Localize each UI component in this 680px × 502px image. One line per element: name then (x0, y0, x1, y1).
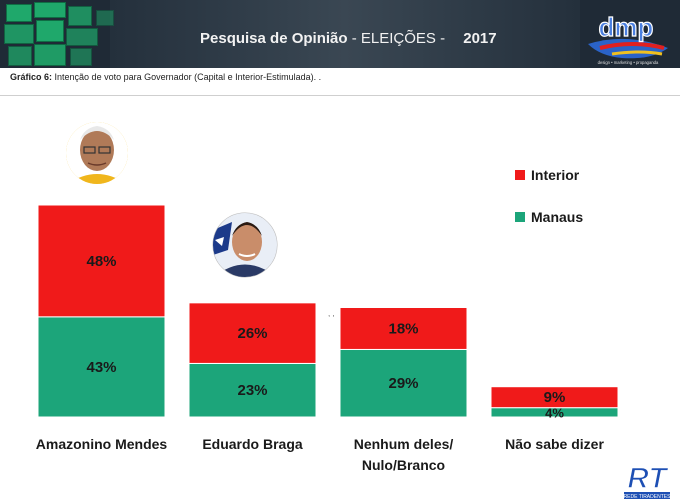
rt-watermark-logo: RT REDE TIRADENTES (624, 461, 672, 500)
data-label-manaus-nao-sabe-dizer: 4% (545, 405, 564, 420)
bar-manaus-nenhum-deles-nulo-branco (339, 348, 468, 418)
data-label-manaus-amazonino-mendes: 43% (86, 359, 116, 376)
caption-text: Intenção de voto para Governador (Capita… (54, 72, 322, 82)
photo-eduardo-braga (212, 212, 278, 278)
legend-label-manaus: Manaus (531, 209, 583, 225)
header-title-main: Pesquisa de Opinião (200, 30, 348, 47)
bar-group: 43% 48% 23% 26% 29% 18% 4%9% (37, 204, 619, 420)
caption-label: Gráfico 6: (10, 72, 53, 82)
header-gradient (110, 0, 580, 68)
header-title-sub: - ELEIÇÕES - (351, 30, 446, 47)
category-label-nenhum-deles-nulo-branco-line-2: Nulo/Branco (362, 457, 445, 473)
legend-label-interior: Interior (531, 167, 580, 183)
bar-interior-nenhum-deles-nulo-branco (339, 307, 468, 350)
stacked-bar-chart: , , 43% 48% 23% 26% 29% 18% 4%9% Interior Manau… (36, 122, 619, 473)
chart-caption: Gráfico 6: Intenção de voto para Governa… (10, 72, 321, 82)
data-label-manaus-eduardo-braga: 23% (237, 382, 267, 399)
caption-divider (0, 95, 680, 96)
legend-swatch-manaus (515, 212, 525, 222)
header-tile-pattern (0, 0, 120, 68)
photo-amazonino-mendes (66, 122, 128, 184)
stray-mark: , , (328, 309, 335, 318)
report-header: Pesquisa de Opinião - ELEIÇÕES - 2017 dm… (0, 0, 680, 68)
header-title: Pesquisa de Opinião - ELEIÇÕES - 2017 (200, 30, 497, 47)
header-year: 2017 (463, 30, 497, 47)
category-labels: Amazonino Mendes Eduardo Braga Nenhum dele… (36, 436, 605, 473)
bar-interior-nao-sabe-dizer (490, 386, 619, 409)
data-label-interior-nenhum-deles-nulo-branco: 18% (388, 320, 418, 337)
bar-interior-eduardo-braga (188, 302, 317, 364)
chart-legend: Interior Manaus (515, 167, 583, 225)
bar-interior-amazonino-mendes (37, 204, 166, 318)
bar-manaus-eduardo-braga (188, 362, 317, 418)
category-label-nenhum-deles-nulo-branco-line-1: Nenhum deles/ (354, 436, 454, 452)
category-label-amazonino-mendes-line-1: Amazonino Mendes (36, 436, 168, 452)
data-label-manaus-nenhum-deles-nulo-branco: 29% (388, 375, 418, 392)
category-label-eduardo-braga-line-1: Eduardo Braga (202, 436, 303, 452)
legend-swatch-interior (515, 170, 525, 180)
rt-logo-tagline: REDE TIRADENTES (624, 494, 672, 500)
data-label-interior-eduardo-braga: 26% (237, 325, 267, 342)
logo-text: dmp (599, 12, 654, 42)
logo-tagline: design • marketing • propaganda (598, 60, 659, 65)
data-label-interior-amazonino-mendes: 48% (86, 253, 116, 270)
category-label-nao-sabe-dizer-line-1: Não sabe dizer (505, 436, 604, 452)
bar-manaus-amazonino-mendes (37, 316, 166, 418)
data-label-interior-nao-sabe-dizer: 9% (544, 389, 566, 406)
rt-logo-text: RT (627, 462, 669, 495)
dmp-logo: dmp design • marketing • propaganda (588, 11, 668, 65)
